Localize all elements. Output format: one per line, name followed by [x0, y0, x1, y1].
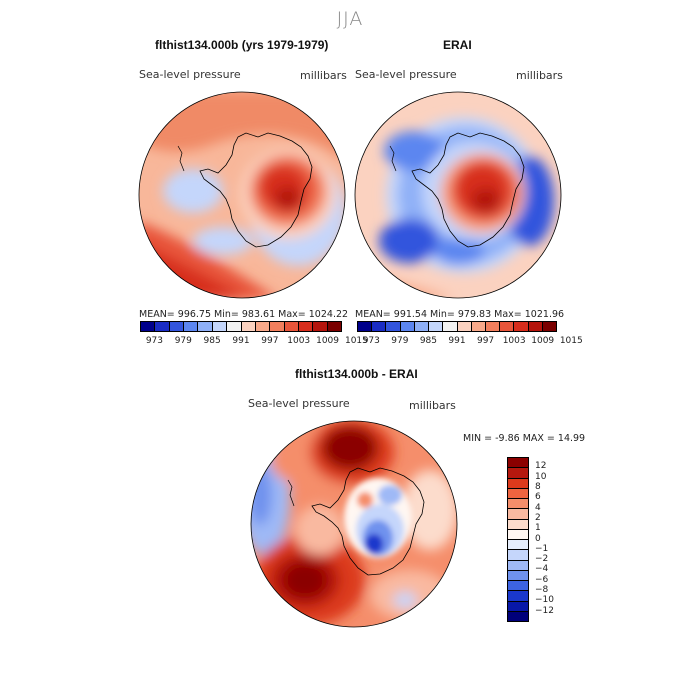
panel3-colorbar-swatch	[508, 529, 528, 540]
panel3-colorbar-tick-label: −2	[535, 554, 549, 565]
panel3-colorbar	[507, 457, 529, 622]
panel1-colorbar-swatch	[212, 322, 228, 331]
panel3-colorbar-tick-label: 10	[535, 471, 547, 482]
panel2-colorbar-swatch	[414, 322, 430, 331]
panel1-colorbar-swatch	[198, 322, 213, 331]
panel1-colorbar-tick-label: 1009	[316, 336, 340, 346]
panel2-colorbar-swatch	[500, 322, 515, 331]
panel2-units: millibars	[516, 69, 563, 82]
panel1-colorbar-swatch	[241, 322, 256, 331]
panel2-colorbar-tick-label: 997	[476, 336, 495, 346]
panel1-map	[138, 91, 346, 299]
panel2-colorbar-swatch	[400, 322, 415, 331]
panel2-variable: Sea-level pressure	[355, 68, 457, 81]
panel3-variable: Sea-level pressure	[248, 397, 350, 410]
panel2-colorbar-tick-label: 1015	[559, 336, 583, 346]
panel3-colorbar-swatch	[508, 591, 528, 602]
panel3-colorbar-swatch	[508, 488, 528, 499]
panel1-colorbar-swatch	[255, 322, 271, 331]
panel3-colorbar-swatch	[508, 478, 528, 489]
panel3-title: flthist134.000b - ERAI	[295, 367, 418, 381]
panel3-colorbar-tick-label: 1	[535, 523, 541, 534]
panel1-colorbar-tick-label: 979	[174, 336, 192, 346]
panel3-colorbar-swatch	[508, 560, 528, 571]
panel1-colorbar-swatch	[169, 322, 185, 331]
panel3-colorbar-swatch	[508, 601, 528, 612]
panel2-colorbar-swatch	[386, 322, 401, 331]
panel3-colorbar-swatch	[508, 519, 528, 530]
panel1-colorbar-tick-label: 991	[232, 336, 250, 346]
panel1-colorbar-swatch	[313, 322, 328, 331]
panel1-colorbar-swatch	[155, 322, 170, 331]
panel2-colorbar-ticks: 973 979 985 991 997 1003 1009 1015	[357, 336, 583, 348]
panel3-colorbar-tick-label: −8	[535, 585, 549, 596]
panel3-colorbar-tick-label: 4	[535, 502, 541, 513]
panel2-colorbar-tick-label: 1003	[502, 336, 526, 346]
panel1-colorbar-swatch	[298, 322, 314, 331]
panel1-colorbar-swatch	[141, 322, 156, 331]
panel2-colorbar-tick-label: 985	[419, 336, 438, 346]
panel3-colorbar-tick-label: −1	[535, 543, 549, 554]
panel1-colorbar-tick-label: 973	[145, 336, 164, 346]
panel3-colorbar-tick-label: 6	[535, 492, 541, 503]
panel2-colorbar-swatch	[358, 322, 373, 331]
panel3-colorbar-tick-label: −10	[535, 595, 554, 606]
panel1-title: flthist134.000b (yrs 1979-1979)	[155, 38, 329, 52]
panel2-stats: MEAN= 991.54 Min= 979.83 Max= 1021.96	[355, 309, 565, 320]
panel1-colorbar	[140, 321, 342, 332]
panel3-colorbar-tick-label: −12	[535, 605, 554, 616]
panel3-stats: MIN = -9.86 MAX = 14.99	[463, 433, 586, 444]
panel2-colorbar-swatch	[457, 322, 472, 331]
panel2-colorbar-tick-label: 973	[362, 336, 380, 346]
panel2-colorbar-swatch	[372, 322, 387, 331]
panel2-colorbar-swatch	[485, 322, 501, 331]
panel3-colorbar-swatch	[508, 611, 528, 621]
panel3-colorbar-swatch	[508, 499, 528, 510]
panel1-variable: Sea-level pressure	[139, 68, 241, 81]
panel1-colorbar-ticks: 973 979 985 991 997 1003 1009 1015	[140, 336, 368, 348]
panel1-colorbar-swatch	[227, 322, 242, 331]
panel1-colorbar-tick-label: 997	[261, 336, 279, 346]
panel1-units: millibars	[300, 69, 347, 82]
panel1-stats: MEAN= 996.75 Min= 983.61 Max= 1024.22	[139, 309, 349, 320]
panel3-colorbar-tick-label: 2	[535, 512, 541, 523]
panel2-colorbar-swatch	[443, 322, 458, 331]
panel2-colorbar-swatch	[542, 322, 557, 331]
panel2-colorbar-tick-label: 979	[391, 336, 409, 346]
panel1-colorbar-tick-label: 1015	[344, 336, 368, 346]
panel3-map	[250, 420, 458, 628]
panel2-colorbar-tick-label: 991	[448, 336, 466, 346]
panel3-colorbar-swatch	[508, 570, 528, 581]
panel3-colorbar-swatch	[508, 458, 528, 469]
panel1-colorbar-tick-label: 985	[203, 336, 221, 346]
panel2-colorbar-swatch	[471, 322, 486, 331]
panel2-colorbar-swatch	[429, 322, 444, 331]
panel2-colorbar-tick-label: 1009	[531, 336, 555, 346]
panel3-colorbar-swatch	[508, 509, 528, 520]
figure-title: JJA	[336, 8, 364, 30]
panel1-colorbar-swatch	[284, 322, 299, 331]
panel1-colorbar-swatch	[327, 322, 342, 331]
panel2-title: ERAI	[443, 38, 472, 52]
panel2-colorbar-swatch	[528, 322, 543, 331]
panel1-colorbar-swatch	[270, 322, 285, 331]
panel2-colorbar	[357, 321, 557, 332]
panel3-colorbar-tick-label: 8	[535, 481, 541, 492]
panel3-colorbar-tick-label: 0	[535, 533, 541, 544]
panel1-colorbar-tick-label: 1003	[287, 336, 311, 346]
panel3-colorbar-tick-label: 12	[535, 461, 547, 472]
panel2-colorbar-swatch	[514, 322, 529, 331]
panel3-colorbar-swatch	[508, 540, 528, 551]
panel3-colorbar-swatch	[508, 550, 528, 561]
panel3-units: millibars	[409, 399, 456, 412]
panel2-map	[354, 91, 562, 299]
panel3-colorbar-ticks: 12 10 8 6 4 2 1 0 −1 −2 −4 −6 −8 −10 −12	[535, 457, 575, 622]
panel3-colorbar-swatch	[508, 468, 528, 479]
panel3-colorbar-tick-label: −6	[535, 574, 549, 585]
panel1-colorbar-swatch	[184, 322, 199, 331]
panel3-colorbar-swatch	[508, 581, 528, 592]
panel3-colorbar-tick-label: −4	[535, 564, 549, 575]
